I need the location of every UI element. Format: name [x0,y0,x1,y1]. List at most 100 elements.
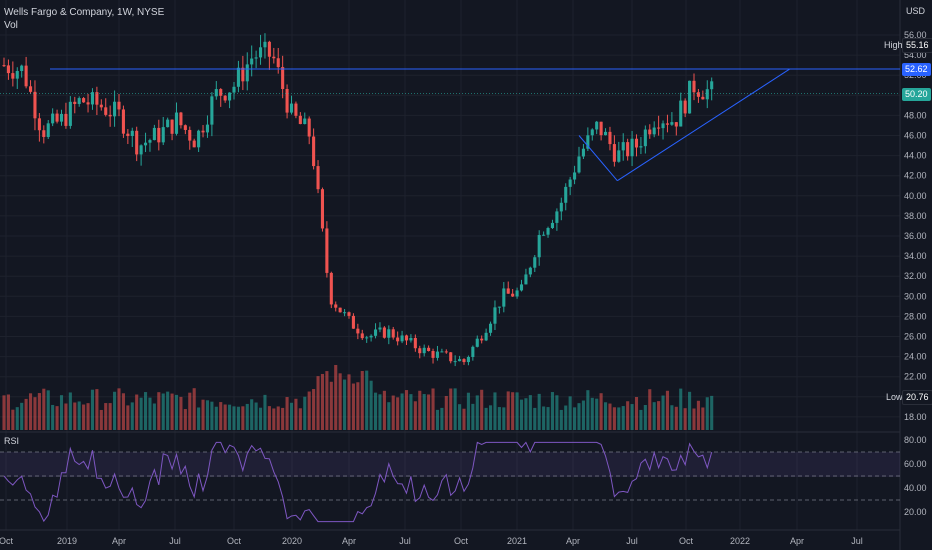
price-tick-label: 40.00 [904,191,927,201]
rsi-tick-label: 80.00 [904,435,927,445]
candle-body [435,351,440,358]
volume-bar [413,401,417,430]
candle-body [564,186,568,203]
volume-bar [51,404,55,430]
volume-bar [533,407,537,430]
volume-bar [82,404,86,430]
volume-bar [404,390,409,430]
candle-body [458,359,462,362]
volume-bar [219,402,223,430]
volume-bar [232,406,236,430]
candle-body [431,350,435,358]
price-tick-label: 46.00 [904,131,927,141]
time-tick-label: Apr [566,536,580,546]
candle-body [320,189,325,229]
volume-bar [241,406,245,430]
candle-body [338,307,342,313]
candle-body [665,123,670,125]
candle-body [533,257,537,268]
candle-body [161,127,165,143]
volume-bar [11,409,15,430]
volume-bar [458,404,462,430]
last-price-tag: 50.20 [902,88,931,101]
candle-body [188,129,192,141]
volume-bar [661,395,665,430]
candle-body [245,64,249,82]
candle-body [254,57,258,59]
volume-bar [351,383,355,430]
rsi-tick-label: 20.00 [904,507,927,517]
candle-body [404,335,409,341]
volume-bar [683,408,687,430]
candle-body [2,65,6,67]
candle-body [493,307,497,324]
candle-body [497,306,501,308]
price-tick-label: 56.00 [904,30,927,40]
volume-bar [179,396,183,430]
candle-body [11,73,15,79]
candle-body [502,288,506,307]
candle-body [197,130,201,148]
candle-body [86,102,90,105]
volume-bar [152,403,156,430]
volume-bar [365,370,369,430]
rsi-band-fill [0,452,900,477]
volume-bar [378,394,382,430]
candle-body [241,67,245,82]
volume-bar [568,396,572,430]
candle-body [139,145,143,155]
volume-bar [480,389,484,430]
volume-bar [161,393,165,430]
candle-body [24,65,28,87]
candle-body [555,211,559,223]
candle-body [312,136,316,167]
volume-bar [228,404,232,430]
candle-body [356,328,360,334]
resistance-value-tag: 52.62 [902,63,931,76]
candle-body [46,123,50,137]
candle-body [64,113,68,126]
volume-bar [692,408,696,430]
volume-bar [307,391,311,430]
candle-body [449,352,453,362]
volume-bar [90,389,95,430]
candle-body [37,118,41,131]
low-label: Low [886,392,903,402]
volume-bar [298,408,302,430]
candle-body [528,267,532,275]
volume-bar [316,376,320,430]
high-value-tag: 55.16 [902,38,932,53]
volume-bar [488,405,493,430]
candle-body [276,58,280,68]
volume-bar [608,403,612,430]
candle-body [577,156,581,173]
volume-bar [528,395,532,430]
volume-bar [135,394,139,430]
candle-body [316,166,320,190]
candle-body [537,235,541,258]
candle-body [205,124,210,133]
candle-body [710,81,714,90]
volume-bar [400,393,404,430]
candle-body [201,130,205,133]
volume-bar [648,389,652,430]
volume-bar [285,397,289,430]
candle-body [228,92,232,101]
volume-bar [515,392,519,430]
volume-label: Vol [4,20,18,31]
volume-bar [95,389,99,430]
candle-body [382,327,386,338]
volume-bar [294,398,298,430]
price-tick-label: 18.00 [904,412,927,422]
candle-body [670,122,674,125]
volume-bar [250,399,254,430]
time-tick-label: 2019 [57,536,77,546]
volume-bar [586,390,590,430]
candle-body [550,222,555,229]
candle-body [688,80,692,114]
candle-body [608,131,612,145]
candle-body [351,315,355,329]
volume-bar [595,398,599,430]
volume-bar [710,395,714,430]
